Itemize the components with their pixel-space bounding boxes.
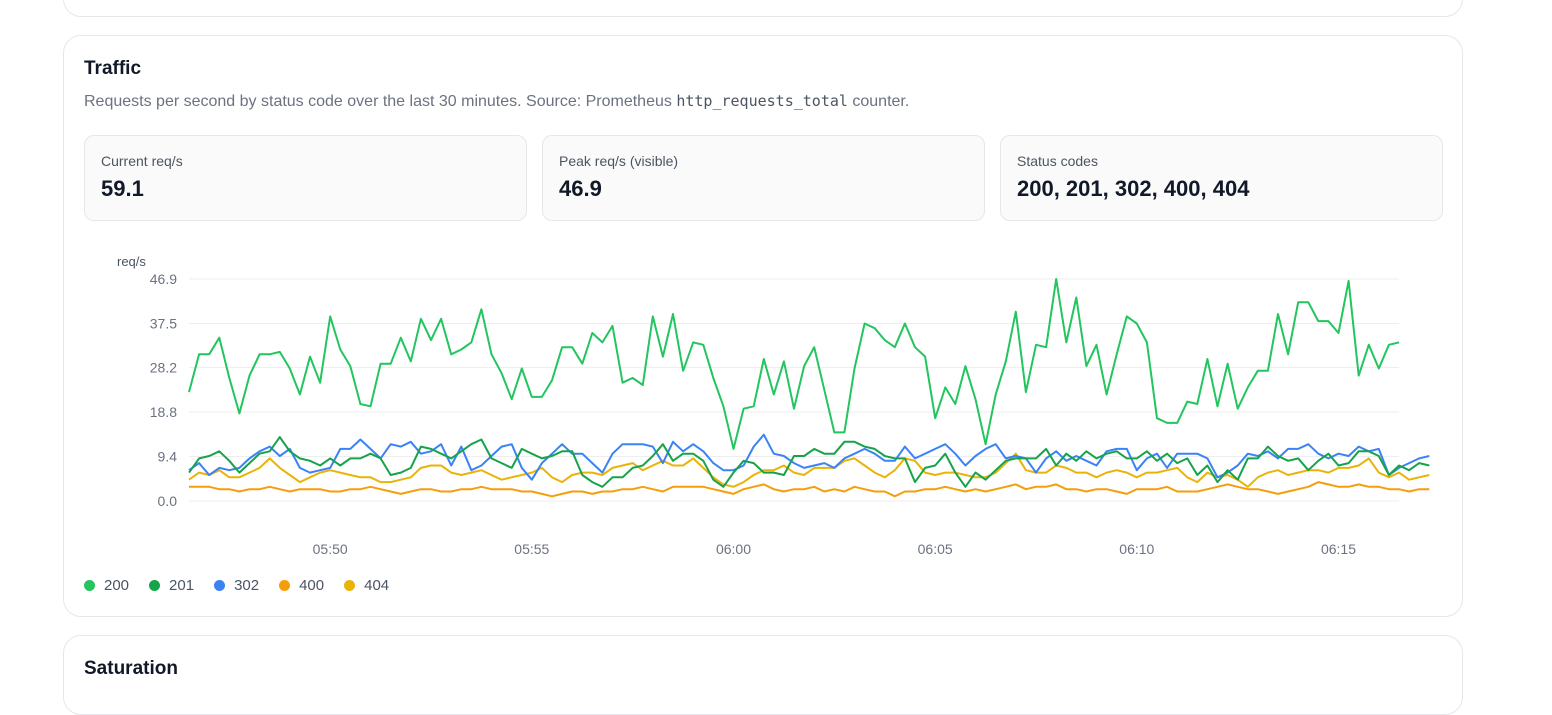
x-tick-label: 06:00 [716,541,751,557]
stat-value: 200, 201, 302, 400, 404 [1017,176,1250,201]
stat-label: Current req/s [101,153,183,169]
legend-label: 400 [299,577,325,594]
legend-swatch [279,580,291,591]
series-line-400 [189,481,1430,498]
legend-swatch [84,580,95,591]
legend-swatch [214,580,226,591]
x-tick-label: 06:15 [1321,541,1356,557]
traffic-title: Traffic [84,58,142,79]
y-tick-label: 46.9 [150,271,177,287]
stat-current-req: Current req/s 59.1 [84,135,527,221]
y-tick-label: 9.4 [158,449,178,465]
stat-label: Status codes [1017,153,1098,169]
x-tick-label: 05:55 [514,541,549,557]
saturation-card: Saturation [63,635,1463,715]
y-tick-label: 28.2 [150,360,177,376]
legend-swatch [149,580,161,591]
previous-card [63,0,1463,17]
legend-label: 302 [234,577,260,594]
y-tick-label: 37.5 [150,315,177,331]
y-tick-label: 18.8 [150,404,177,420]
stat-value: 46.9 [559,176,602,201]
stat-status-codes: Status codes 200, 201, 302, 400, 404 [1000,135,1443,221]
stat-peak-req: Peak req/s (visible) 46.9 [542,135,985,221]
y-tick-label: 0.0 [158,493,178,509]
description-suffix: counter. [847,93,910,110]
y-axis-label: req/s [117,254,146,269]
metric-name-code: http_requests_total [676,92,848,110]
series-line-201 [188,436,1430,488]
series-line-302 [188,433,1430,481]
legend-item-404: 404 [344,577,389,594]
legend-label: 200 [104,577,130,594]
legend-item-400: 400 [279,577,324,594]
chart-legend: 200 201 302 400 404 [84,577,409,594]
series-line-200 [188,278,1400,450]
stat-label: Peak req/s (visible) [559,153,679,169]
traffic-card: Traffic Requests per second by status co… [63,35,1463,617]
traffic-description: Requests per second by status code over … [84,92,909,111]
legend-item-200: 200 [84,577,129,594]
x-tick-label: 05:50 [313,541,348,557]
legend-swatch [344,580,356,591]
description-text: Requests per second by status code over … [84,93,677,110]
stat-value: 59.1 [101,176,144,201]
saturation-title: Saturation [84,658,178,679]
legend-item-201: 201 [149,577,194,594]
traffic-line-chart: 0.0 9.4 18.8 28.2 37.5 46.9 req/s 05:50 05:55 06:… [117,254,1430,557]
legend-label: 201 [169,577,195,594]
legend-label: 404 [364,577,390,594]
legend-item-302: 302 [214,577,259,594]
x-tick-label: 06:10 [1119,541,1154,557]
x-tick-label: 06:05 [918,541,953,557]
